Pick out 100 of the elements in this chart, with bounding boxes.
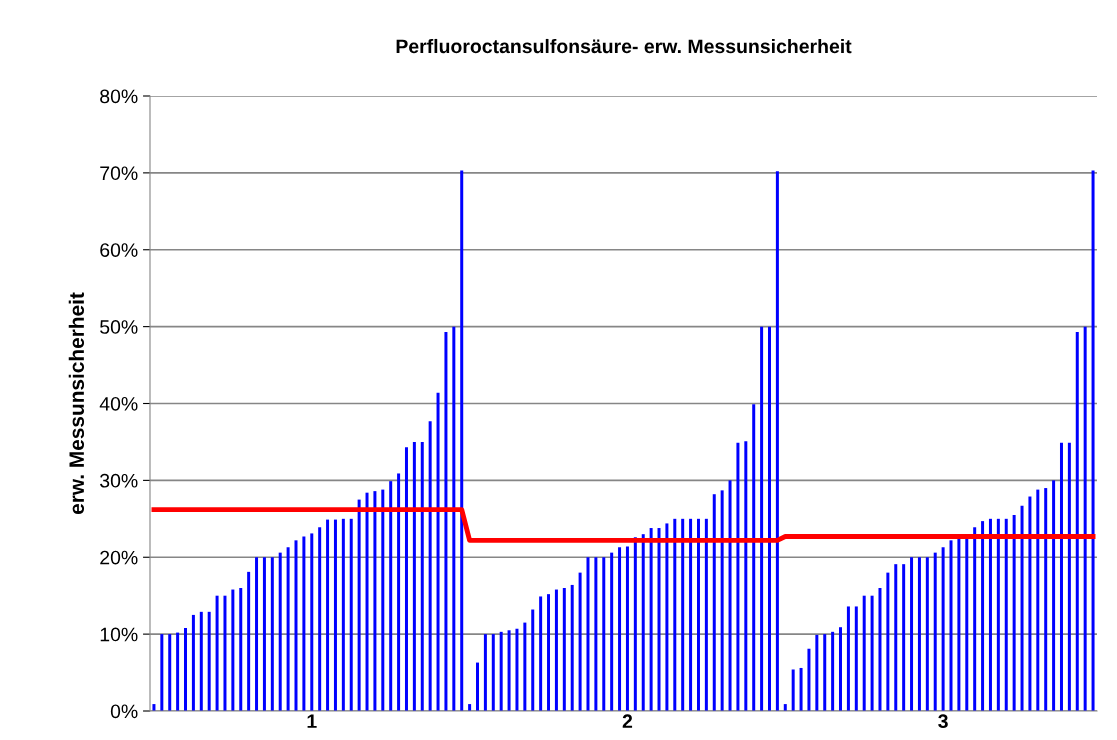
bar: [973, 527, 977, 711]
bar: [160, 634, 164, 711]
bar: [176, 632, 180, 711]
bar: [941, 547, 945, 711]
bar: [704, 518, 708, 711]
bar: [831, 631, 835, 711]
bar: [389, 481, 393, 711]
bar: [499, 631, 503, 711]
bar: [641, 534, 645, 711]
y-tick-label: 20%: [100, 550, 138, 565]
bar: [476, 662, 479, 711]
bar: [199, 611, 203, 711]
bar: [768, 326, 771, 711]
bar: [483, 634, 487, 711]
y-tick-label: 10%: [100, 627, 138, 642]
y-tick-label: 70%: [100, 166, 138, 181]
bar: [207, 611, 211, 711]
bar: [673, 518, 677, 711]
y-tick-label: 80%: [100, 89, 138, 104]
bar: [823, 634, 827, 711]
bar: [981, 521, 985, 711]
bar: [1020, 505, 1024, 711]
bar: [326, 519, 330, 711]
bar: [1083, 326, 1087, 711]
bar: [681, 518, 685, 711]
x-tick-label: 3: [938, 714, 948, 729]
bar: [310, 533, 314, 711]
bar: [625, 546, 629, 711]
bar: [562, 588, 566, 711]
bar: [444, 332, 448, 711]
bar: [460, 170, 464, 711]
bar: [1059, 442, 1063, 711]
bar: [925, 557, 929, 711]
bar: [775, 171, 779, 711]
bar: [531, 609, 535, 711]
bar: [578, 572, 582, 711]
bar: [191, 614, 195, 711]
bar: [452, 326, 456, 711]
bar: [397, 473, 401, 711]
bar: [807, 648, 811, 711]
bar: [728, 480, 732, 711]
bar: [318, 527, 322, 711]
bar: [610, 552, 614, 711]
bar: [996, 518, 1000, 711]
bar: [894, 564, 898, 711]
y-tick-label: 40%: [99, 396, 138, 411]
bar: [618, 547, 622, 711]
bar: [239, 588, 243, 711]
bar: [523, 622, 527, 711]
bar: [720, 490, 724, 711]
bar: [1075, 332, 1079, 711]
bar: [547, 594, 551, 711]
bar: [491, 634, 495, 711]
bar: [373, 491, 377, 711]
bar: [1004, 518, 1008, 711]
x-tick-label: 1: [307, 714, 317, 728]
y-tick-label: 60%: [100, 243, 138, 257]
bar: [302, 536, 306, 711]
bar: [910, 557, 914, 711]
bar: [902, 564, 906, 711]
y-axis-title: erw. Messunsicherheit: [68, 292, 85, 515]
chart-title: Perfluoroctansulfonsäure- erw. Messunsicherheit: [396, 38, 852, 54]
bar: [262, 557, 266, 711]
y-tick-label: 0%: [110, 704, 138, 719]
bar: [231, 589, 235, 711]
bar: [665, 523, 669, 711]
bar: [657, 528, 661, 711]
bar: [1012, 514, 1016, 711]
bar: [357, 499, 361, 711]
bar: [286, 547, 290, 711]
bar: [815, 634, 819, 711]
y-tick-label: 50%: [100, 320, 138, 334]
bar: [404, 447, 408, 711]
bar: [633, 537, 637, 711]
bar: [570, 584, 574, 711]
bar: [586, 557, 590, 711]
bar: [870, 595, 874, 711]
bar: [215, 595, 219, 711]
bar: [1036, 489, 1040, 711]
bar: [744, 441, 748, 711]
bar: [878, 588, 882, 711]
bar: [1091, 170, 1095, 711]
bar: [736, 442, 740, 711]
bar: [1028, 496, 1032, 711]
bar: [341, 518, 345, 711]
bar: [696, 518, 700, 711]
y-tick-label: 30%: [100, 473, 138, 488]
bar: [712, 494, 716, 711]
bar: [602, 557, 606, 711]
bar: [988, 518, 992, 711]
bar: [594, 557, 598, 711]
bar: [255, 557, 259, 711]
bar: [1052, 480, 1056, 711]
bar: [949, 540, 953, 711]
bar: [965, 538, 969, 711]
bar: [649, 528, 653, 711]
bar: [436, 392, 440, 711]
bar: [365, 492, 369, 711]
bar: [799, 667, 803, 711]
bar: [554, 589, 558, 711]
